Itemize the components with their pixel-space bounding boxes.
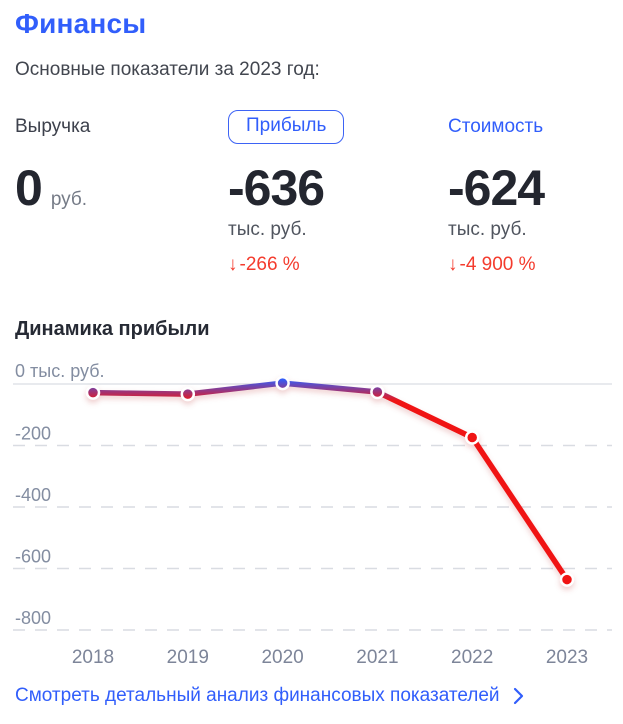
key-metrics-row: Выручка 0 руб. Прибыль -636 тыс. руб. ↓ -… bbox=[15, 110, 608, 276]
chevron-right-icon bbox=[513, 687, 523, 705]
profit-unit: тыс. руб. bbox=[228, 219, 307, 240]
profit-dynamics-chart: 0 тыс. руб. -200 -400 -600 -800 2018 2019 2020 2… bbox=[13, 361, 612, 668]
y-tick-label: -600 bbox=[15, 547, 51, 567]
data-point[interactable] bbox=[275, 375, 290, 391]
revenue-value: 0 bbox=[15, 160, 43, 216]
data-point[interactable] bbox=[559, 572, 575, 587]
x-tick-label: 2020 bbox=[261, 647, 303, 668]
metric-profit: Прибыль -636 тыс. руб. ↓ -266 % bbox=[228, 110, 448, 276]
x-tick-label: 2019 bbox=[167, 647, 209, 668]
y-tick-label: -200 bbox=[15, 424, 51, 444]
profit-series bbox=[85, 375, 575, 587]
down-arrow-icon: ↓ bbox=[228, 254, 238, 275]
worth-delta: ↓ -4 900 % bbox=[448, 254, 608, 276]
x-tick-label: 2023 bbox=[546, 647, 588, 668]
profit-delta-value: -266 % bbox=[239, 254, 300, 275]
data-point[interactable] bbox=[370, 384, 385, 400]
tab-profit[interactable]: Прибыль bbox=[228, 110, 345, 144]
profit-line bbox=[90, 380, 570, 583]
detailed-analysis-link[interactable]: Смотреть детальный анализ финансовых пок… bbox=[15, 685, 524, 707]
y-tick-label: 0 тыс. руб. bbox=[15, 361, 105, 381]
revenue-unit: руб. bbox=[50, 189, 88, 210]
detailed-analysis-link-label: Смотреть детальный анализ финансовых пок… bbox=[15, 685, 500, 706]
x-tick-label: 2021 bbox=[356, 647, 398, 668]
data-point[interactable] bbox=[85, 385, 101, 400]
metric-worth: Стоимость -624 тыс. руб. ↓ -4 900 % bbox=[448, 110, 608, 276]
x-tick-label: 2022 bbox=[451, 647, 493, 668]
data-point[interactable] bbox=[180, 386, 196, 402]
tab-worth[interactable]: Стоимость bbox=[448, 116, 544, 137]
x-tick-label: 2018 bbox=[72, 647, 114, 668]
y-tick-label: -400 bbox=[15, 485, 51, 505]
tab-revenue[interactable]: Выручка bbox=[15, 116, 91, 137]
chart-title: Динамика прибыли bbox=[15, 318, 210, 340]
data-point[interactable] bbox=[464, 430, 480, 445]
metric-revenue: Выручка 0 руб. bbox=[15, 110, 228, 214]
down-arrow-icon: ↓ bbox=[448, 254, 458, 275]
y-tick-label: -800 bbox=[15, 608, 51, 628]
profit-delta: ↓ -266 % bbox=[228, 254, 448, 276]
profit-value: -636 bbox=[228, 160, 325, 216]
page-subtitle: Основные показатели за 2023 год: bbox=[15, 59, 320, 80]
worth-value: -624 bbox=[448, 160, 545, 216]
page-title: Финансы bbox=[15, 8, 147, 39]
worth-unit: тыс. руб. bbox=[448, 219, 527, 240]
worth-delta-value: -4 900 % bbox=[459, 254, 536, 275]
